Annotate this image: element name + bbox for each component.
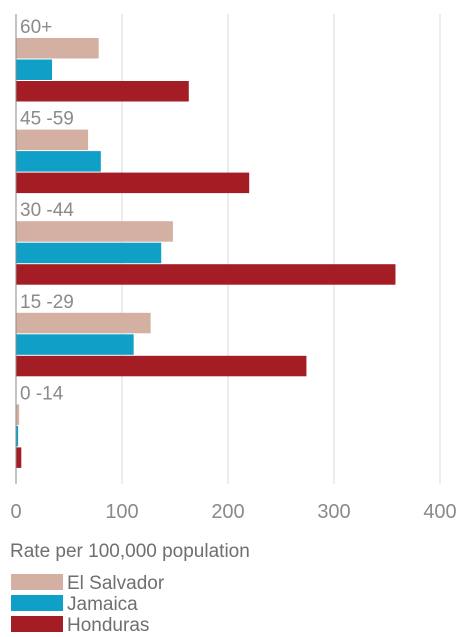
bar	[16, 59, 53, 80]
x-tick-label: 400	[423, 501, 456, 523]
category-label: 15 -29	[20, 292, 74, 313]
bar	[16, 172, 250, 194]
bar	[16, 81, 189, 102]
x-tick-label: 0	[10, 501, 21, 523]
bar	[16, 242, 162, 264]
category-label: 45 -59	[20, 109, 74, 130]
legend-label: Jamaica	[67, 594, 138, 615]
bar	[16, 334, 134, 355]
category-label: 30 -44	[20, 200, 74, 221]
bar	[16, 425, 19, 447]
x-tick-label: 200	[211, 501, 244, 523]
bar	[16, 151, 101, 172]
bar	[16, 129, 89, 151]
bar	[16, 447, 22, 468]
x-tick-label: 100	[105, 501, 138, 523]
category-label: 60+	[20, 17, 52, 38]
bar	[16, 312, 151, 334]
category-labels: 60+ 45 -59 30 -44 15 -29 0 -14	[20, 17, 74, 404]
legend-swatch	[11, 616, 63, 632]
bar	[16, 221, 173, 242]
x-tick-labels: 0 100 200 300 400	[10, 501, 456, 523]
bar	[16, 355, 307, 377]
bar	[16, 264, 396, 285]
legend-swatch	[11, 595, 63, 611]
legend-label: Honduras	[67, 615, 149, 636]
bar	[16, 404, 20, 425]
legend-swatch	[11, 574, 63, 590]
bar	[16, 38, 99, 59]
bars	[16, 38, 396, 468]
x-axis-title: Rate per 100,000 population	[10, 541, 250, 562]
x-tick-label: 300	[317, 501, 350, 523]
category-label: 0 -14	[20, 383, 64, 404]
legend-label: El Salvador	[67, 573, 165, 594]
